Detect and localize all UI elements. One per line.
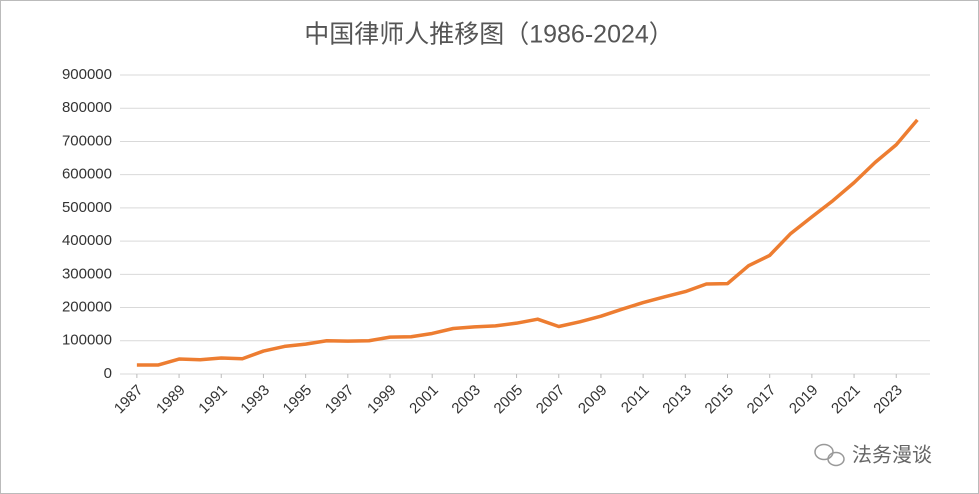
y-tick-label: 200000	[62, 299, 112, 316]
y-tick-label: 700000	[62, 132, 112, 149]
watermark: 法务漫谈	[852, 443, 932, 466]
y-tick-label: 600000	[62, 166, 112, 183]
chart-title: 中国律师人推移图（1986-2024）	[304, 21, 674, 49]
y-tick-label: 400000	[62, 232, 112, 249]
y-tick-label: 500000	[62, 199, 112, 216]
y-tick-label: 100000	[62, 332, 112, 349]
y-tick-label: 300000	[62, 265, 112, 282]
watermark-icon	[814, 443, 845, 467]
y-tick-label: 900000	[62, 66, 112, 83]
line-series	[136, 118, 919, 367]
y-tick-label: 0	[104, 365, 112, 382]
y-tick-label: 800000	[62, 99, 112, 116]
